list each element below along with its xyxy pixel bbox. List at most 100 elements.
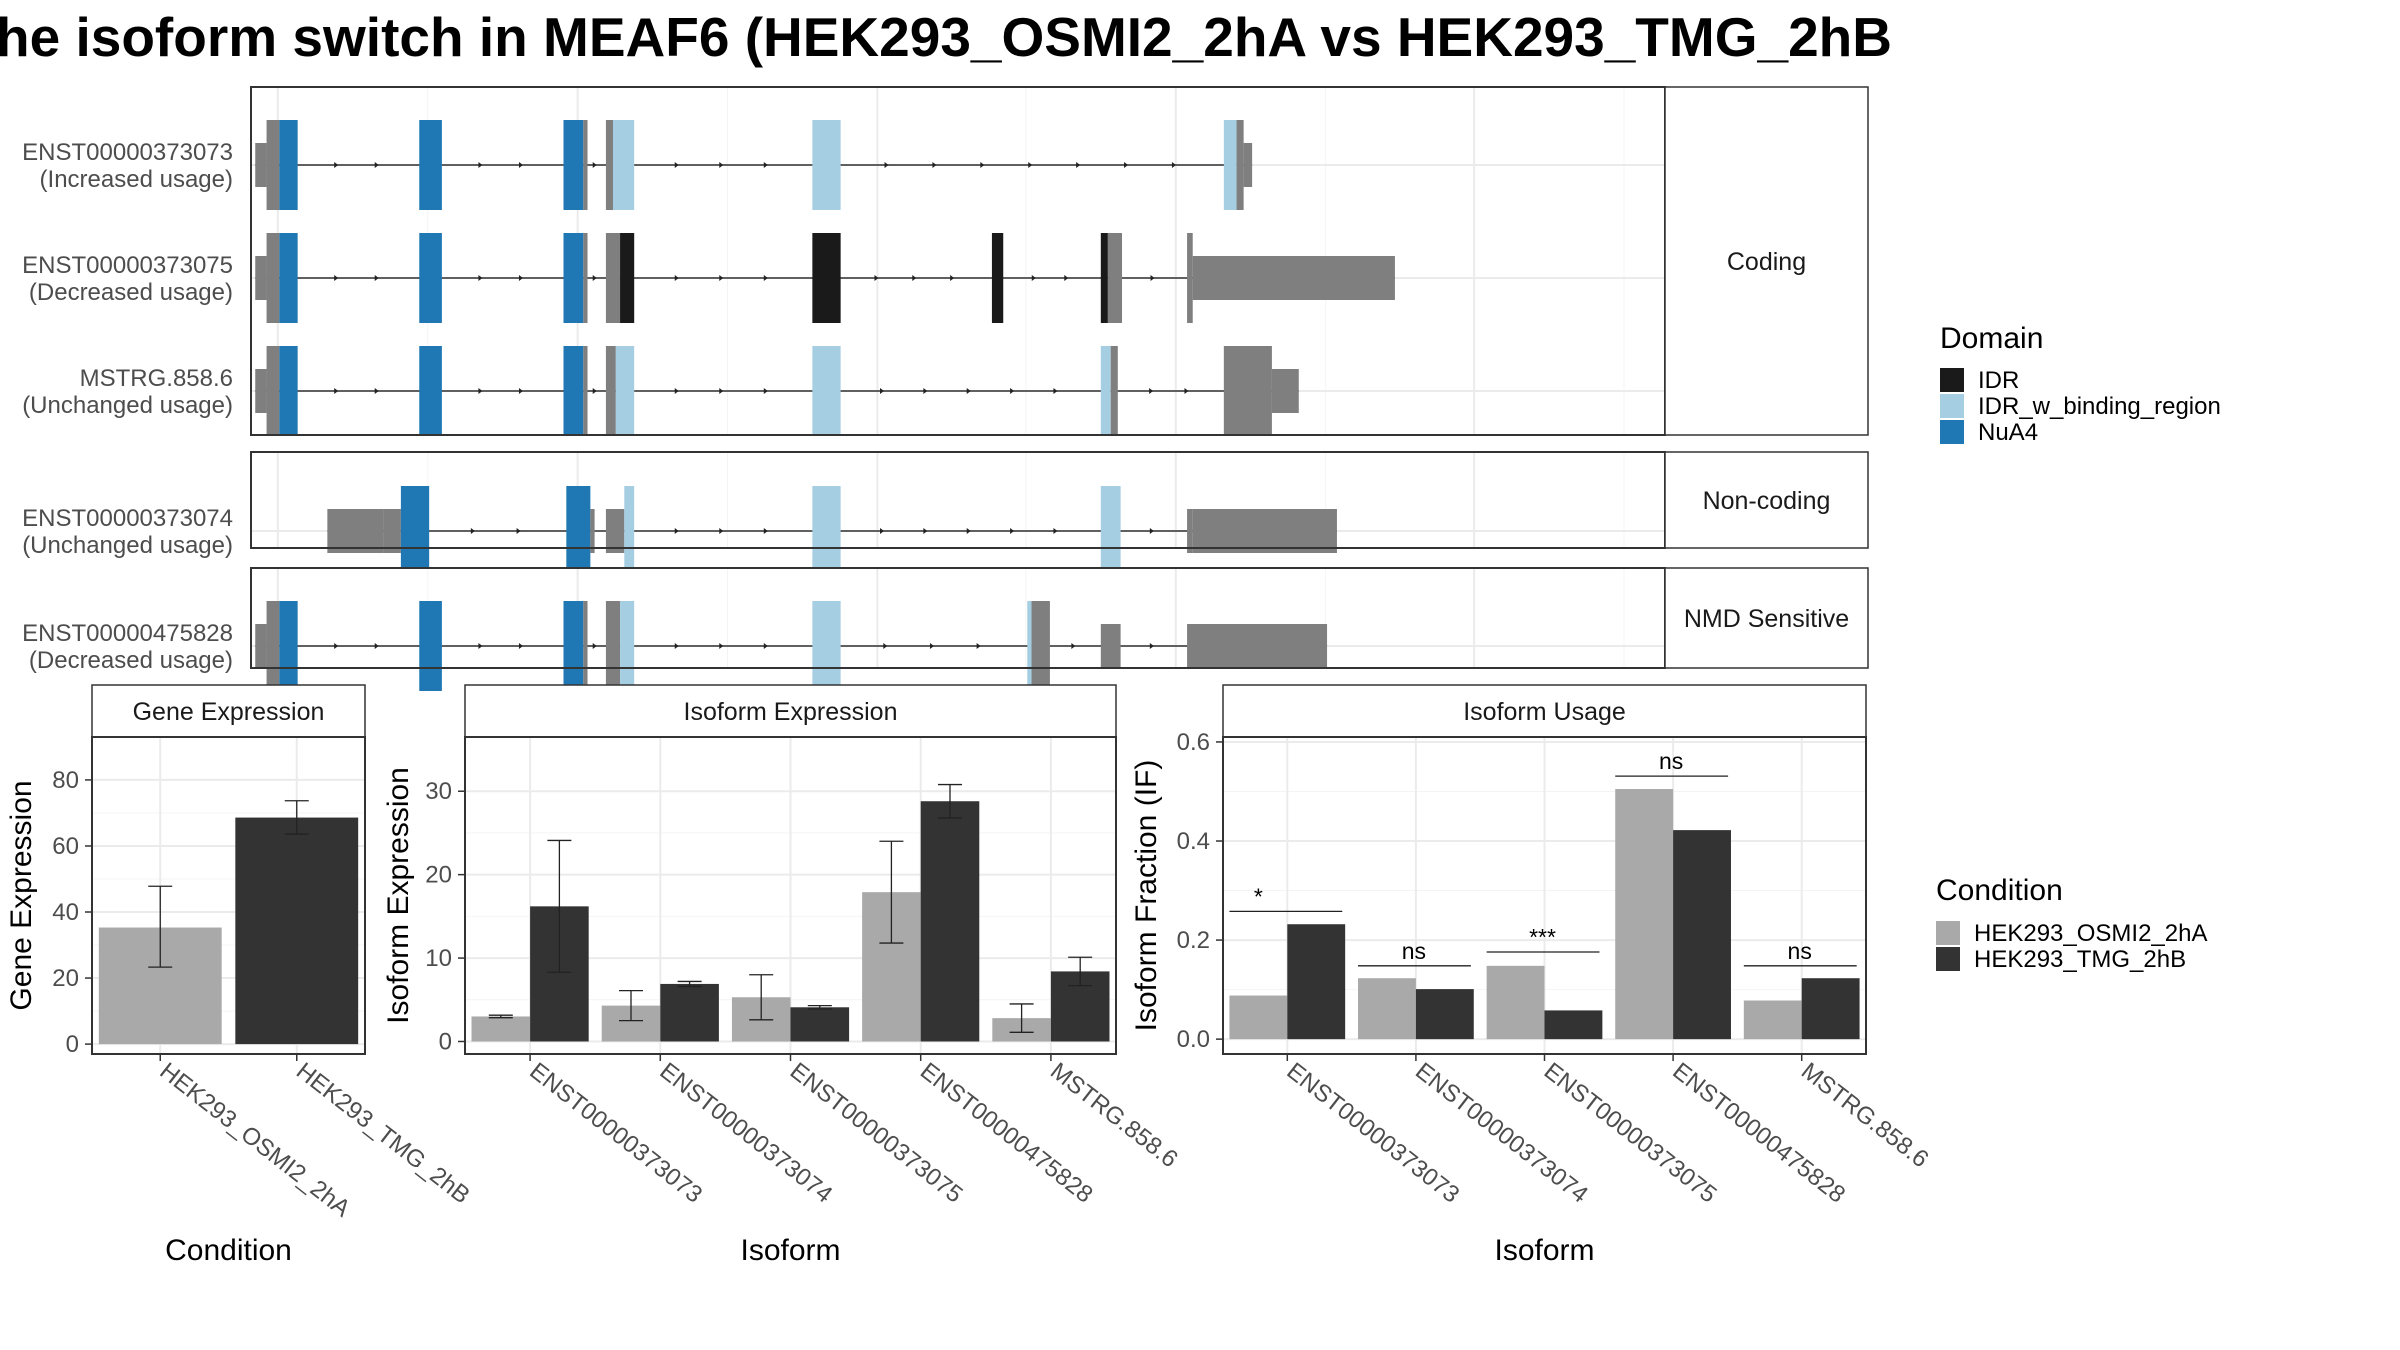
- intron-arrow: [374, 275, 379, 281]
- y-tick-label: 0.0: [1177, 1026, 1210, 1053]
- y-tick-label: 0.6: [1177, 729, 1210, 756]
- intron-arrow: [470, 528, 475, 534]
- intron-arrow: [950, 275, 955, 281]
- intron-arrow: [374, 388, 379, 394]
- panel-background: [251, 568, 1665, 668]
- transcript-id-label: MSTRG.858.6: [80, 365, 233, 392]
- transcript-usage-label: (Increased usage): [40, 166, 233, 193]
- exon: [583, 601, 588, 691]
- intron-arrow: [674, 643, 679, 649]
- intron-arrow: [763, 275, 768, 281]
- exon: [255, 143, 267, 187]
- panel-background: [251, 452, 1665, 548]
- intron-arrow: [719, 643, 724, 649]
- x-axis-title: Condition: [165, 1234, 292, 1267]
- exon: [1107, 233, 1123, 323]
- intron-arrow: [1071, 643, 1076, 649]
- exon-domain-idr: [991, 233, 1004, 323]
- intron-arrow: [883, 643, 888, 649]
- facet-strip: [1664, 86, 1869, 436]
- facet-strip-label: NMD Sensitive: [1684, 605, 1849, 633]
- facet-strip-label: Coding: [1727, 248, 1806, 276]
- exon-domain-nua4: [419, 346, 442, 436]
- exon: [583, 346, 588, 436]
- chart-strip: [464, 684, 1117, 738]
- significance-label: ***: [1529, 924, 1556, 950]
- bar: [1615, 789, 1674, 1040]
- exon: [1187, 624, 1328, 668]
- exon-domain-idr: [1100, 233, 1108, 323]
- chart-title: Isoform Usage: [1463, 698, 1626, 726]
- transcript-usage-label: (Unchanged usage): [22, 532, 233, 559]
- exon: [327, 509, 384, 553]
- domain-legend-title: Domain: [1940, 322, 2043, 355]
- chart-strip: [1222, 684, 1867, 738]
- exon: [1100, 624, 1121, 668]
- intron-arrow: [1171, 162, 1176, 168]
- intron-arrow: [884, 162, 889, 168]
- exon-domain-idr_w_binding_region: [612, 120, 635, 210]
- bar: [1544, 1010, 1603, 1040]
- bar: [1486, 965, 1545, 1040]
- significance-label: ns: [1659, 748, 1683, 774]
- y-tick-label: 0: [66, 1031, 79, 1058]
- exon-domain-nua4: [563, 233, 584, 323]
- intron-arrow: [763, 528, 768, 534]
- structure-panel-non-coding: ENST00000373074(Unchanged usage) Non-codi…: [22, 451, 1869, 576]
- chart-title: Gene Expression: [133, 698, 325, 726]
- y-axis-title: Isoform Expression: [382, 767, 415, 1024]
- exon: [1223, 346, 1272, 436]
- intron-arrow: [674, 528, 679, 534]
- exon: [583, 233, 588, 323]
- intron-arrow: [478, 388, 483, 394]
- exon-domain-nua4: [563, 346, 584, 436]
- intron-arrow: [334, 275, 339, 281]
- legend-key-condition: [1936, 947, 1960, 971]
- significance-label: ns: [1788, 938, 1812, 964]
- chart-title: Isoform Expression: [684, 698, 898, 726]
- exon-domain-nua4: [419, 601, 442, 691]
- y-tick-label: 80: [52, 767, 79, 794]
- panel-background: [251, 87, 1665, 435]
- intron-arrow: [592, 643, 597, 649]
- intron-arrow: [923, 528, 928, 534]
- transcript-id-label: ENST00000373074: [22, 505, 233, 532]
- transcript-usage-label: (Unchanged usage): [22, 392, 233, 419]
- exon: [266, 120, 280, 210]
- exon-domain-nua4: [279, 346, 298, 436]
- intron-arrow: [1010, 388, 1015, 394]
- chart-isoform-usage: Isoform Usage*ns***nsns0.00.20.40.6ENST0…: [1130, 684, 1934, 1267]
- intron-arrow: [478, 162, 483, 168]
- significance-label: ns: [1402, 938, 1426, 964]
- intron-arrow: [874, 275, 879, 281]
- bar: [1287, 924, 1346, 1040]
- intron-arrow: [478, 643, 483, 649]
- exon: [605, 233, 621, 323]
- transcript-id-label: ENST00000475828: [22, 620, 233, 647]
- intron-arrow: [1149, 388, 1154, 394]
- legend-key-idr: [1940, 368, 1964, 392]
- intron-arrow: [1124, 162, 1129, 168]
- intron-arrow: [880, 388, 885, 394]
- exon: [255, 256, 267, 300]
- exon: [605, 509, 625, 553]
- intron-arrow: [334, 162, 339, 168]
- intron-arrow: [334, 388, 339, 394]
- exon: [266, 601, 280, 691]
- intron-arrow: [1028, 162, 1033, 168]
- y-tick-label: 0.4: [1177, 828, 1210, 855]
- significance-label: *: [1254, 883, 1263, 909]
- exon-domain-idr_w_binding_region: [812, 601, 841, 691]
- bar: [471, 1016, 531, 1042]
- bar: [790, 1007, 850, 1042]
- exon: [266, 346, 280, 436]
- intron-arrow: [374, 643, 379, 649]
- transcript-structure-panels: ENST00000373073(Increased usage) ENST0000…: [22, 86, 1869, 691]
- exon: [255, 624, 267, 668]
- condition-legend-title: Condition: [1936, 874, 2063, 907]
- intron-arrow: [923, 388, 928, 394]
- bar: [1229, 995, 1288, 1040]
- intron-arrow: [966, 388, 971, 394]
